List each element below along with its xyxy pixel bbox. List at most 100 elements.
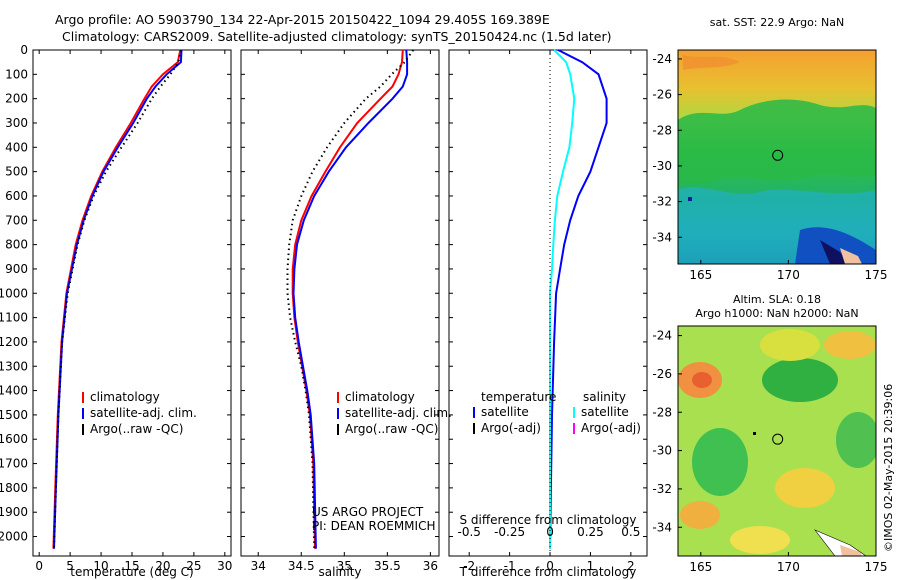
legend-swatch-climatology xyxy=(82,392,84,403)
temperature-legend: climatology satellite-adj. clim. Argo(..… xyxy=(82,390,197,436)
legend-swatch-climatology xyxy=(337,392,339,403)
sst-map-axes: 165 170 175 -24 -26 -28 -30 -32 -34 xyxy=(652,52,887,282)
legend-label-satellite-adj: satellite-adj. clim. xyxy=(90,406,197,420)
salinity-plot-frame xyxy=(240,49,440,557)
s-difference-tick-label: 0 xyxy=(546,525,554,539)
y-tick-label: 1400 xyxy=(0,384,28,398)
sla-map-frame xyxy=(677,325,877,557)
y-tick-label: 400 xyxy=(5,140,28,154)
map-y-tick-label: -26 xyxy=(652,88,672,102)
x-tick-label: 36 xyxy=(423,559,438,573)
series-line-temperature-satellite xyxy=(549,49,608,549)
y-tick-label: 600 xyxy=(5,189,28,203)
legend-swatch-s-satellite xyxy=(573,407,575,418)
sst-map-image xyxy=(678,50,876,264)
legend-label-t-satellite: satellite xyxy=(481,405,529,419)
y-tick-label: 800 xyxy=(5,238,28,252)
legend-header-salinity: salinity xyxy=(583,390,626,404)
difference-plot: -2 -1 0 1 2 -0.5 -0.25 0 0.25 0.5 xyxy=(449,49,647,573)
salinity-legend: climatology satellite-adj. clim. Argo(..… xyxy=(337,390,452,436)
x-tick-label: 25 xyxy=(186,559,201,573)
map-x-tick-label: 175 xyxy=(865,560,888,574)
sla-profile-marker xyxy=(772,433,784,445)
legend-swatch-t-satellite xyxy=(473,407,475,418)
x-tick-label: 30 xyxy=(217,559,232,573)
difference-legend: temperature salinity satellite Argo(-adj… xyxy=(473,390,641,435)
t-difference-axis-label: T difference from climatology xyxy=(459,565,637,579)
legend-label-s-satellite: satellite xyxy=(581,405,629,419)
x-tick-label: 2 xyxy=(627,559,635,573)
y-tick-label: 500 xyxy=(5,165,28,179)
y-tick-label: 1300 xyxy=(0,359,28,373)
y-tick-label: 1500 xyxy=(0,408,28,422)
map-y-tick-label: -30 xyxy=(652,444,672,458)
project-annotation: US ARGO PROJECT xyxy=(312,505,424,519)
s-difference-tick-label: -0.5 xyxy=(457,525,480,539)
sst-map-title: sat. SST: 22.9 Argo: NaN xyxy=(710,16,844,29)
legend-label-argo: Argo(..raw -QC) xyxy=(90,422,183,436)
x-tick-label: 35.5 xyxy=(374,559,401,573)
legend-swatch-argo xyxy=(82,424,84,435)
salinity-plot: 34 34.5 35 35.5 36 xyxy=(241,49,439,573)
figure-title-line2: Climatology: CARS2009. Satellite-adjuste… xyxy=(62,29,612,44)
series-line-satellite-adj-clim- xyxy=(292,49,409,549)
legend-label-satellite-adj: satellite-adj. clim. xyxy=(345,406,452,420)
x-tick-label: 5 xyxy=(66,559,74,573)
x-tick-label: 10 xyxy=(93,559,108,573)
map-y-tick-label: -34 xyxy=(652,230,672,244)
y-tick-label: 1700 xyxy=(0,457,28,471)
map-y-tick-label: -26 xyxy=(652,367,672,381)
sst-map-frame xyxy=(677,49,877,265)
map-x-tick-label: 165 xyxy=(689,268,712,282)
credit-text: ©IMOS 02-May-2015 20:39:06 xyxy=(882,384,895,552)
sst-profile-marker xyxy=(772,149,784,161)
s-difference-axis-label: S difference from climatology xyxy=(460,513,637,527)
x-tick-label: 0 xyxy=(546,559,554,573)
map-x-tick-label: 175 xyxy=(865,268,888,282)
y-tick-label: 200 xyxy=(5,92,28,106)
legend-header-temperature: temperature xyxy=(481,390,556,404)
s-difference-tick-label: 0.25 xyxy=(577,525,604,539)
map-y-tick-label: -24 xyxy=(652,52,672,66)
map-y-tick-label: -24 xyxy=(652,329,672,343)
legend-label-s-argo: Argo(-adj) xyxy=(581,421,641,435)
legend-swatch-satellite-adj xyxy=(82,408,84,419)
y-tick-label: 700 xyxy=(5,213,28,227)
y-tick-label: 100 xyxy=(5,67,28,81)
map-x-tick-label: 170 xyxy=(777,560,800,574)
map-x-tick-label: 170 xyxy=(777,268,800,282)
legend-swatch-argo xyxy=(337,424,339,435)
legend-label-climatology: climatology xyxy=(90,390,160,404)
x-tick-label: 34 xyxy=(251,559,266,573)
legend-swatch-t-argo xyxy=(473,423,475,434)
legend-swatch-satellite-adj xyxy=(337,408,339,419)
x-tick-label: 20 xyxy=(155,559,170,573)
series-line-salinity-satellite xyxy=(549,49,576,549)
legend-label-argo: Argo(..raw -QC) xyxy=(345,422,438,436)
y-tick-label: 1100 xyxy=(0,311,28,325)
s-difference-tick-label: -0.25 xyxy=(494,525,525,539)
map-y-tick-label: -28 xyxy=(652,123,672,137)
figure-title-line1: Argo profile: AO 5903790_134 22-Apr-2015… xyxy=(55,12,550,27)
difference-plot-frame xyxy=(448,49,648,557)
map-y-tick-label: -28 xyxy=(652,405,672,419)
sla-map-axes: 165 170 175 -24 -26 -28 -30 -32 -34 xyxy=(652,329,887,574)
x-tick-label: 34.5 xyxy=(288,559,315,573)
sla-map-image xyxy=(678,326,876,556)
map-y-tick-label: -30 xyxy=(652,159,672,173)
x-tick-label: -1 xyxy=(504,559,516,573)
sla-map-subtitle: Argo h1000: NaN h2000: NaN xyxy=(695,307,858,320)
x-tick-label: 15 xyxy=(124,559,139,573)
legend-label-t-argo: Argo(-adj) xyxy=(481,421,541,435)
s-difference-tick-label: 0.5 xyxy=(621,525,640,539)
sla-map-title: Altim. SLA: 0.18 xyxy=(733,293,821,306)
pi-annotation: PI: DEAN ROEMMICH xyxy=(312,519,435,533)
y-tick-label: 1200 xyxy=(0,335,28,349)
y-tick-label: 1000 xyxy=(0,286,28,300)
y-tick-label: 1600 xyxy=(0,432,28,446)
legend-swatch-s-argo xyxy=(573,423,575,434)
y-tick-label: 1800 xyxy=(0,481,28,495)
x-tick-label: 35 xyxy=(337,559,352,573)
y-tick-label: 2000 xyxy=(0,530,28,544)
